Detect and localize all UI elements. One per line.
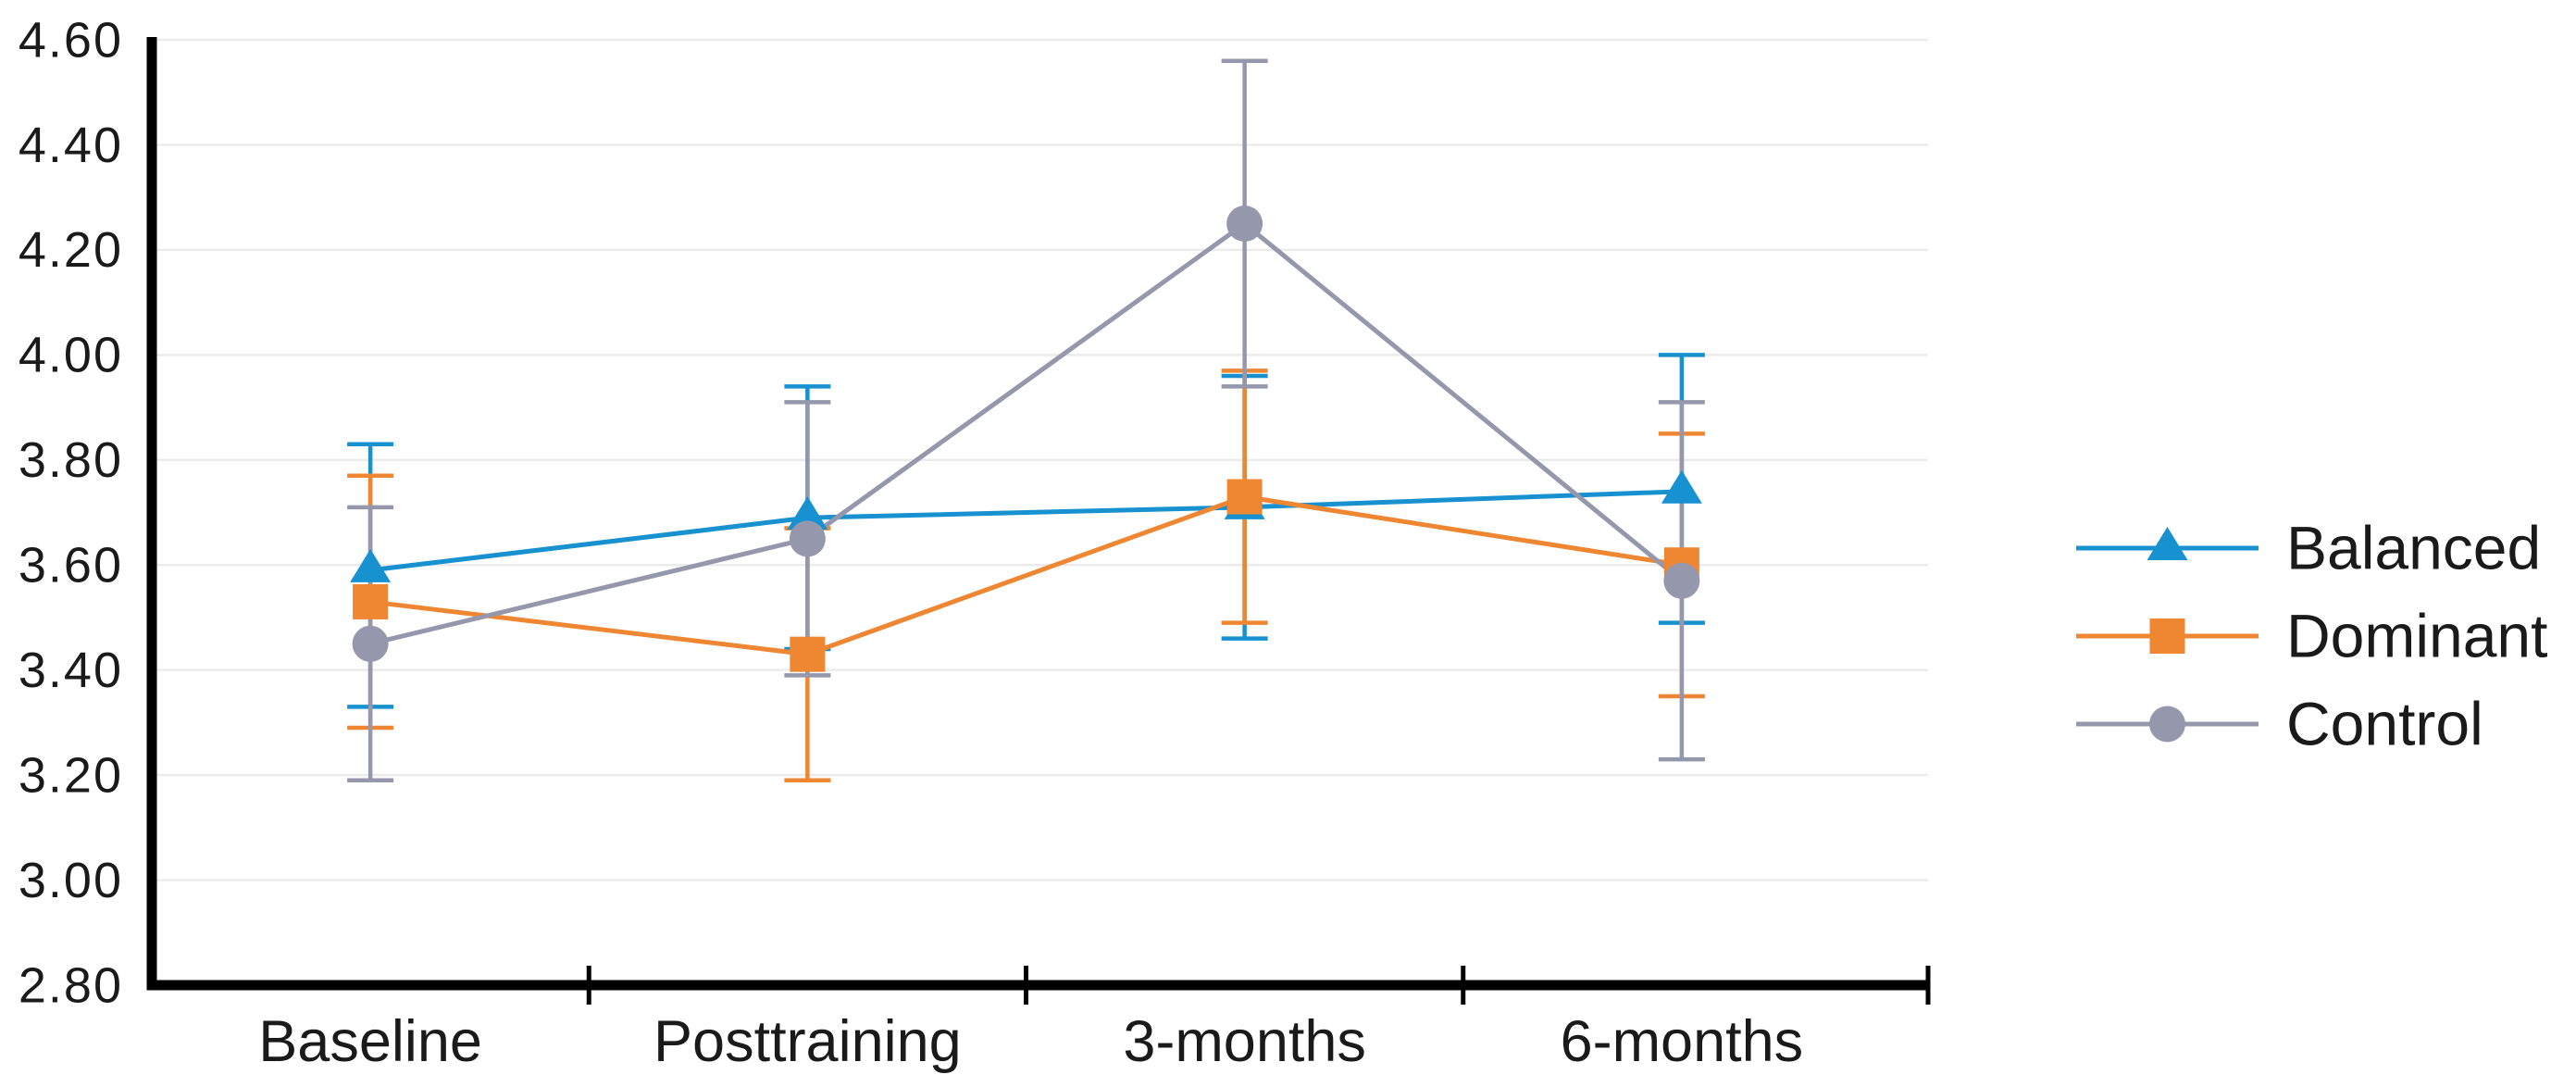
gridlines-group	[152, 38, 1928, 881]
y-tick-label: 4.60	[19, 12, 123, 68]
legend-item-balanced: Balanced	[2076, 513, 2541, 581]
legend-dominant-square-marker	[2149, 618, 2185, 654]
axis-labels-group: 2.80 3.00 3.20 3.40 3.60 3.80 4.00 4.20 4.40 4.60…	[19, 12, 1803, 1074]
control-circle-marker	[1226, 206, 1263, 243]
balanced-triangle-marker	[787, 496, 828, 531]
legend-balanced-triangle-marker	[2147, 527, 2188, 560]
balanced-triangle-marker	[350, 548, 392, 582]
legend: Balanced Dominant Control	[2076, 513, 2547, 757]
series-line-dominant	[369, 494, 1683, 657]
dominant-square-marker	[790, 636, 826, 672]
legend-item-control: Control	[2076, 689, 2483, 757]
x-category-label: Baseline	[258, 1009, 482, 1074]
control-circle-marker	[789, 520, 826, 557]
legend-label: Dominant	[2286, 601, 2547, 669]
legend-label: Control	[2286, 689, 2483, 757]
axes-group	[146, 37, 1931, 1005]
y-tick-label: 4.20	[19, 222, 123, 278]
balanced-triangle-marker	[1661, 469, 1702, 504]
series-line-control	[369, 220, 1684, 646]
y-tick-label: 4.40	[19, 118, 123, 173]
series-lines-group	[347, 58, 1705, 783]
dominant-square-marker	[1226, 479, 1263, 515]
x-category-label: 6-months	[1561, 1009, 1804, 1074]
y-tick-label: 2.80	[19, 957, 123, 1013]
control-circle-marker	[352, 625, 389, 662]
y-tick-label: 3.60	[19, 538, 123, 593]
legend-item-dominant: Dominant	[2076, 601, 2547, 669]
x-category-label: 3-months	[1123, 1009, 1366, 1074]
y-tick-label: 3.20	[19, 747, 123, 803]
y-tick-label: 3.80	[19, 432, 123, 488]
dominant-square-marker	[353, 583, 389, 619]
y-tick-label: 3.00	[19, 853, 123, 908]
control-circle-marker	[1663, 562, 1700, 599]
legend-control-circle-marker	[2149, 706, 2185, 743]
y-tick-label: 3.40	[19, 643, 123, 698]
series-markers-group	[350, 206, 1702, 672]
y-tick-label: 4.00	[19, 328, 123, 383]
x-category-label: Posttraining	[653, 1009, 962, 1074]
legend-label: Balanced	[2286, 513, 2541, 581]
series-line-balanced	[369, 489, 1682, 573]
